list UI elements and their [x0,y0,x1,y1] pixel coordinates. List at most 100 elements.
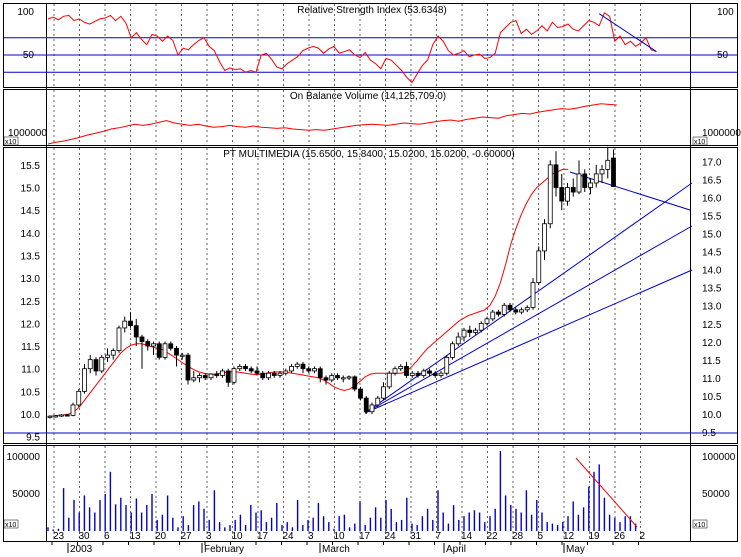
candle-body [87,359,93,370]
obv-badge-right-box [692,136,708,146]
candle-body [473,329,478,333]
candle-body [254,370,260,374]
candle-body [484,318,490,324]
candle-body [519,309,524,313]
candle-body [53,415,59,418]
price-tick-right: 13.5 [702,284,722,295]
price-tick-left: 11.0 [21,365,40,376]
price-tick-right: 10.5 [702,392,722,403]
price-tick-right: 11.0 [702,374,721,385]
vol-badge-right: x10 [694,522,705,529]
price-tick-right: 14.0 [702,266,722,277]
candle-body [133,325,139,338]
candle-body [392,368,398,374]
candle-body [289,366,294,372]
candle-body [427,370,432,374]
candle-body [352,376,358,390]
x-tick-label: 17 [359,531,371,542]
rsi-line [47,12,657,84]
x-tick-label: 24 [283,531,295,542]
month-label: April [446,544,466,555]
x-tick-label: 23 [53,531,65,542]
obv-badge-left: x10 [5,139,16,146]
month-label: May [566,544,585,555]
candle-body [82,368,87,392]
candle-body [202,375,208,379]
candle-body [340,377,346,380]
candle-body [139,336,145,342]
candle-body [179,354,185,357]
candle-body [358,388,363,399]
candle-body [450,343,455,358]
candle-body [225,370,231,383]
candle-body [93,359,99,372]
candle-body [64,414,70,417]
candle-body [404,366,409,376]
price-tick-left: 11.5 [21,342,40,353]
x-tick-label: 20 [155,531,167,542]
candle-body [231,368,237,383]
candle-body [306,368,312,372]
vol-badge-left-box [3,519,19,529]
price-tick-left: 14.0 [21,229,41,240]
candle-body [461,329,467,338]
price-tick-right: 10.0 [702,410,722,421]
x-tick-label: 28 [512,531,524,542]
x-tick-label: 12 [563,531,575,542]
panel-frames [3,3,738,542]
price-tick-right: 15.5 [702,211,722,222]
obv-tick-left: 1000000 [8,128,47,139]
candle-body [559,187,565,202]
x-tick-label: 10 [334,531,346,542]
vol-tick-right-100000: 100000 [702,452,736,463]
candle-body [260,372,266,379]
obv-line [47,103,617,145]
candle-body [415,372,421,376]
obv-title: On Balance Volume (14,125,709.0) [290,91,446,102]
candle-body [162,343,168,358]
x-tick-label: 3 [206,531,212,542]
candle-body [576,173,582,193]
x-tick-label: 30 [79,531,91,542]
candle-body [478,322,484,331]
candle-body [611,157,616,187]
candle-body [547,164,553,225]
vol-badge-right-box [692,519,708,529]
price-tick-right: 17.0 [702,157,722,168]
candle-body [323,377,329,381]
rsi-title: Relative Strength Index (53.6348) [297,5,447,16]
vertical-gridlines [53,4,641,541]
candle-body [237,366,243,370]
candle-body [582,173,588,188]
x-tick-label: 10 [232,531,244,542]
candle-body [145,341,151,347]
month-label: 2003 [70,544,93,555]
candle-body [47,415,53,418]
price-tick-right: 13.0 [702,302,722,313]
candle-body [588,182,593,188]
x-tick-label: 17 [257,531,269,542]
price-tick-left: 13.0 [21,274,41,285]
candle-body [570,187,576,193]
x-tick-label: 26 [614,531,626,542]
candle-body [191,377,197,381]
candle-body [76,390,82,406]
price-tick-right: 15.0 [702,230,722,241]
price-tick-left: 12.5 [21,297,41,308]
obv-panel [3,89,738,146]
price-trend-line [569,171,691,211]
candle-body [174,347,179,356]
price-tick-left: 15.5 [21,161,41,172]
price-title: PT MULTIMEDIA (15.6500, 15.8400, 15.0200… [223,149,514,160]
candle-body [116,327,122,351]
candle-body [501,304,507,315]
price-tick-right: 16.0 [702,193,722,204]
candle-body [271,372,277,376]
candle-body [444,356,450,374]
candle-body [363,397,369,413]
price-tick-left: 10.5 [21,387,41,398]
candle-body [369,404,375,413]
candle-body [335,375,340,379]
